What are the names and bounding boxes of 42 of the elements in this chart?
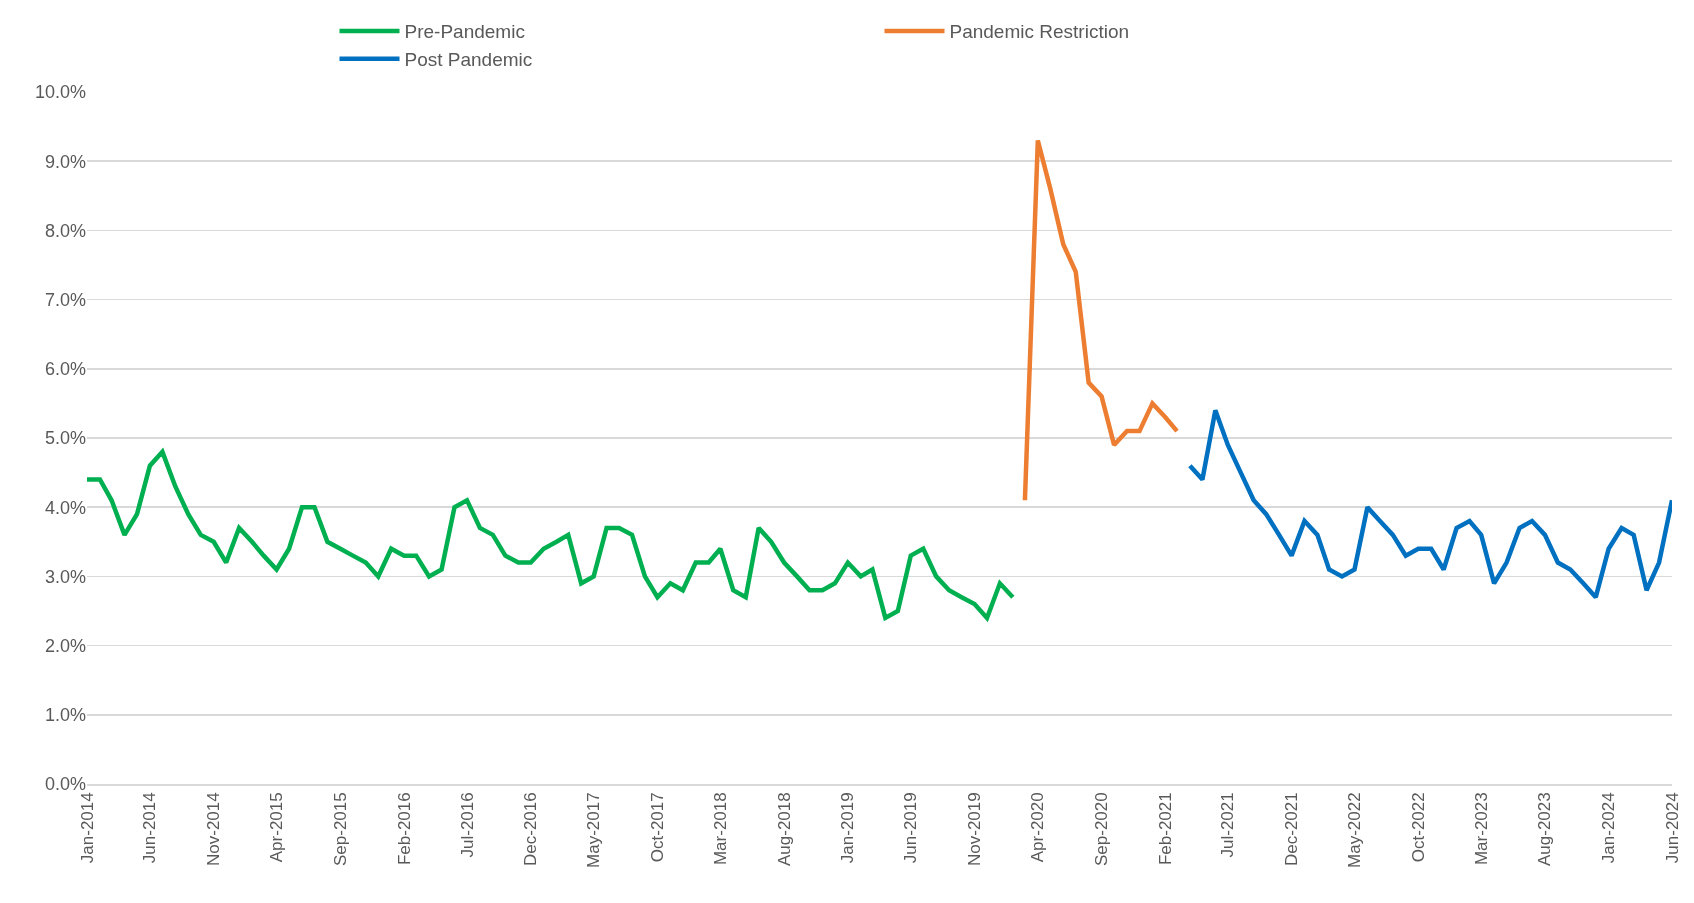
- y-tick-label: 3.0%: [44, 566, 86, 587]
- y-tick-label: 8.0%: [44, 220, 86, 241]
- x-tick-label: Jun-2024: [1662, 792, 1682, 864]
- legend-label: Pre-Pandemic: [404, 21, 525, 43]
- x-tick-label: May-2017: [584, 792, 604, 868]
- x-tick-label: Jun-2019: [901, 792, 921, 864]
- y-tick-label: 5.0%: [44, 428, 86, 449]
- y-tick-label: 2.0%: [44, 635, 86, 656]
- x-tick-label: Sep-2020: [1092, 792, 1112, 867]
- x-tick-label: Aug-2023: [1535, 792, 1555, 867]
- y-tick-label: 0.0%: [44, 774, 86, 795]
- x-tick-label: May-2022: [1345, 792, 1365, 868]
- x-tick-label: Jun-2014: [140, 792, 160, 864]
- y-tick-label: 9.0%: [44, 151, 86, 172]
- x-tick-label: Jan-2024: [1599, 792, 1619, 864]
- x-tick-label: Jul-2016: [457, 792, 477, 858]
- x-tick-label: Oct-2022: [1408, 792, 1428, 863]
- x-tick-label: Dec-2016: [521, 792, 541, 867]
- x-tick-label: Nov-2019: [965, 792, 985, 867]
- x-tick-label: Mar-2023: [1471, 792, 1491, 866]
- line-series: [1187, 408, 1672, 600]
- x-tick-label: Jan-2014: [77, 792, 97, 864]
- y-tick-label: 1.0%: [44, 705, 86, 726]
- x-tick-label: Aug-2018: [774, 792, 794, 867]
- x-tick-label: Sep-2015: [330, 792, 350, 867]
- x-tick-label: Feb-2021: [1155, 792, 1175, 866]
- y-tick-label: 10.0%: [34, 82, 86, 103]
- x-tick-label: Dec-2021: [1282, 792, 1302, 867]
- y-tick-label: 4.0%: [44, 497, 86, 518]
- x-tick-label: Oct-2017: [647, 792, 667, 863]
- legend-label: Pandemic Restriction: [949, 21, 1130, 43]
- y-tick-label: 6.0%: [44, 359, 86, 380]
- x-tick-label: Apr-2015: [267, 792, 287, 863]
- x-tick-label: Apr-2020: [1028, 792, 1048, 863]
- y-tick-label: 7.0%: [44, 289, 86, 310]
- x-tick-label: Jul-2021: [1218, 792, 1238, 858]
- x-tick-label: Jan-2019: [838, 792, 858, 864]
- x-tick-label: Feb-2016: [394, 792, 414, 866]
- line-series: [1022, 138, 1180, 503]
- x-tick-label: Mar-2018: [710, 792, 730, 866]
- legend-label: Post Pandemic: [404, 49, 533, 71]
- x-tick-label: Nov-2014: [204, 792, 224, 867]
